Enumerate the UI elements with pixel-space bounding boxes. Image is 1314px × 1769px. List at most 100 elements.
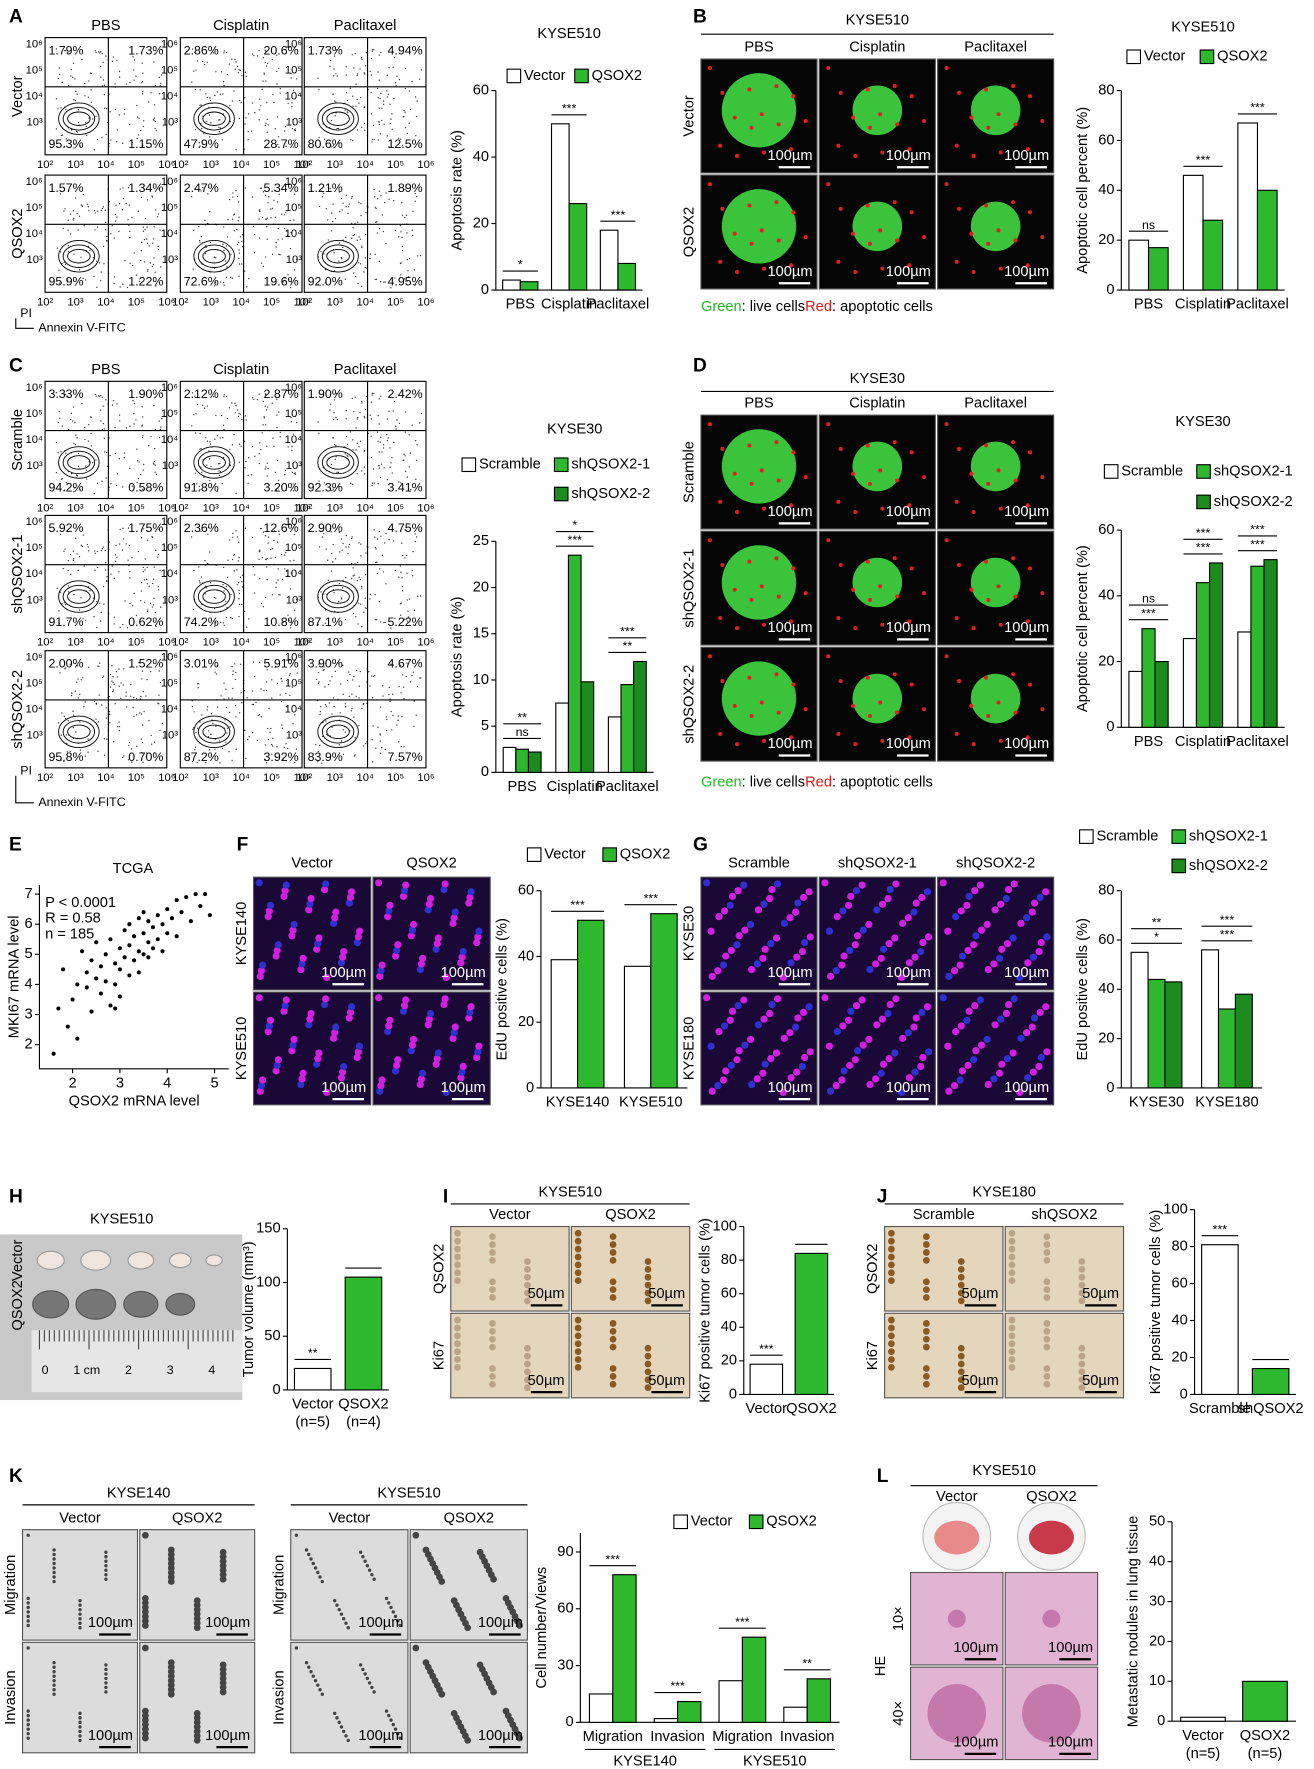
event-dot xyxy=(393,441,395,444)
apoptotic-dot xyxy=(803,475,808,480)
event-dot xyxy=(353,234,356,236)
scale-label: 50µm xyxy=(528,1373,565,1389)
event-dot xyxy=(265,122,267,124)
nucleus xyxy=(408,1041,417,1049)
sig-label: *** xyxy=(759,1342,774,1356)
nucleus xyxy=(779,973,787,982)
cell xyxy=(26,1722,30,1727)
event-dot xyxy=(80,679,82,681)
event-dot xyxy=(70,418,72,421)
event-dot xyxy=(216,91,218,93)
point xyxy=(141,910,146,915)
event-dot xyxy=(115,220,117,222)
nucleus xyxy=(332,1023,340,1031)
event-dot xyxy=(158,694,160,696)
event-dot xyxy=(73,253,75,255)
event-dot xyxy=(106,738,108,740)
nucleus xyxy=(851,1056,859,1064)
stain xyxy=(609,1241,617,1248)
event-dot xyxy=(359,603,362,605)
event-dot xyxy=(245,419,247,421)
nucleus xyxy=(459,947,467,956)
sig-label: *** xyxy=(611,208,626,222)
row-label: Invasion xyxy=(3,1670,19,1725)
nucleus xyxy=(353,938,361,947)
event-dot xyxy=(271,207,274,210)
cell xyxy=(422,1546,430,1554)
event-dot xyxy=(73,99,75,101)
event-dot xyxy=(335,455,337,458)
event-dot xyxy=(414,624,417,626)
apoptotic-dot xyxy=(734,510,740,515)
sig-label: *** xyxy=(1196,526,1211,540)
event-dot xyxy=(356,98,358,101)
event-dot xyxy=(345,409,347,412)
legend-swatch xyxy=(1126,49,1142,65)
event-dot xyxy=(246,286,248,288)
event-dot xyxy=(344,703,347,705)
event-dot xyxy=(376,431,379,433)
event-dot xyxy=(228,697,230,699)
contour xyxy=(193,446,235,479)
event-dot xyxy=(364,473,366,475)
apoptotic-dot xyxy=(707,654,712,659)
event-dot xyxy=(378,260,381,263)
stain xyxy=(1078,1289,1086,1297)
x-tick-label: 10³ xyxy=(67,772,84,784)
event-dot xyxy=(231,617,233,620)
event-dot xyxy=(269,731,271,733)
event-dot xyxy=(419,595,422,597)
event-dot xyxy=(161,48,163,51)
event-dot xyxy=(247,474,249,477)
x-tick-label: 4 xyxy=(163,1075,171,1091)
apoptotic-dot xyxy=(1011,672,1016,677)
event-dot xyxy=(361,707,363,710)
nucleus xyxy=(265,907,273,915)
event-dot xyxy=(275,246,277,248)
event-dot xyxy=(276,116,279,118)
annotation: n = 185 xyxy=(45,927,94,943)
apoptotic-dot xyxy=(734,269,740,275)
event-dot xyxy=(382,100,385,102)
event-dot xyxy=(235,671,237,674)
event-dot xyxy=(108,201,111,203)
event-dot xyxy=(82,277,84,280)
event-dot xyxy=(290,77,292,79)
event-dot xyxy=(222,436,224,439)
apoptotic-dot xyxy=(954,499,959,504)
apoptotic-dot xyxy=(774,200,779,205)
event-dot xyxy=(209,97,211,99)
apoptotic-dot xyxy=(747,675,752,680)
chart-title: KYSE510 xyxy=(1171,19,1234,35)
stain xyxy=(957,1273,965,1281)
micrograph xyxy=(290,1641,409,1754)
event-dot xyxy=(194,395,196,397)
event-dot xyxy=(258,462,260,465)
nucleus xyxy=(409,1035,418,1044)
event-dot xyxy=(84,279,87,281)
event-dot xyxy=(142,566,144,569)
x-tick-label: KYSE140 xyxy=(546,1094,610,1110)
apoptotic-dot xyxy=(944,654,949,659)
y-tick-label: 80 xyxy=(1098,82,1114,98)
event-dot xyxy=(226,417,229,420)
event-dot xyxy=(320,190,322,192)
nucleus xyxy=(884,894,892,903)
apoptotic-dot xyxy=(954,259,959,264)
event-dot xyxy=(206,709,208,711)
micrograph xyxy=(450,1312,570,1399)
event-dot xyxy=(351,577,353,580)
event-dot xyxy=(240,101,242,104)
event-dot xyxy=(291,445,293,448)
point xyxy=(165,931,170,936)
nucleus xyxy=(450,1029,458,1037)
stain xyxy=(1008,1245,1016,1253)
event-dot xyxy=(141,406,143,408)
event-dot xyxy=(357,602,360,604)
y-tick-label: 10⁶ xyxy=(26,651,43,663)
event-dot xyxy=(356,561,359,564)
event-dot xyxy=(351,693,353,695)
event-dot xyxy=(275,586,277,588)
event-dot xyxy=(60,478,63,480)
event-dot xyxy=(114,213,117,216)
